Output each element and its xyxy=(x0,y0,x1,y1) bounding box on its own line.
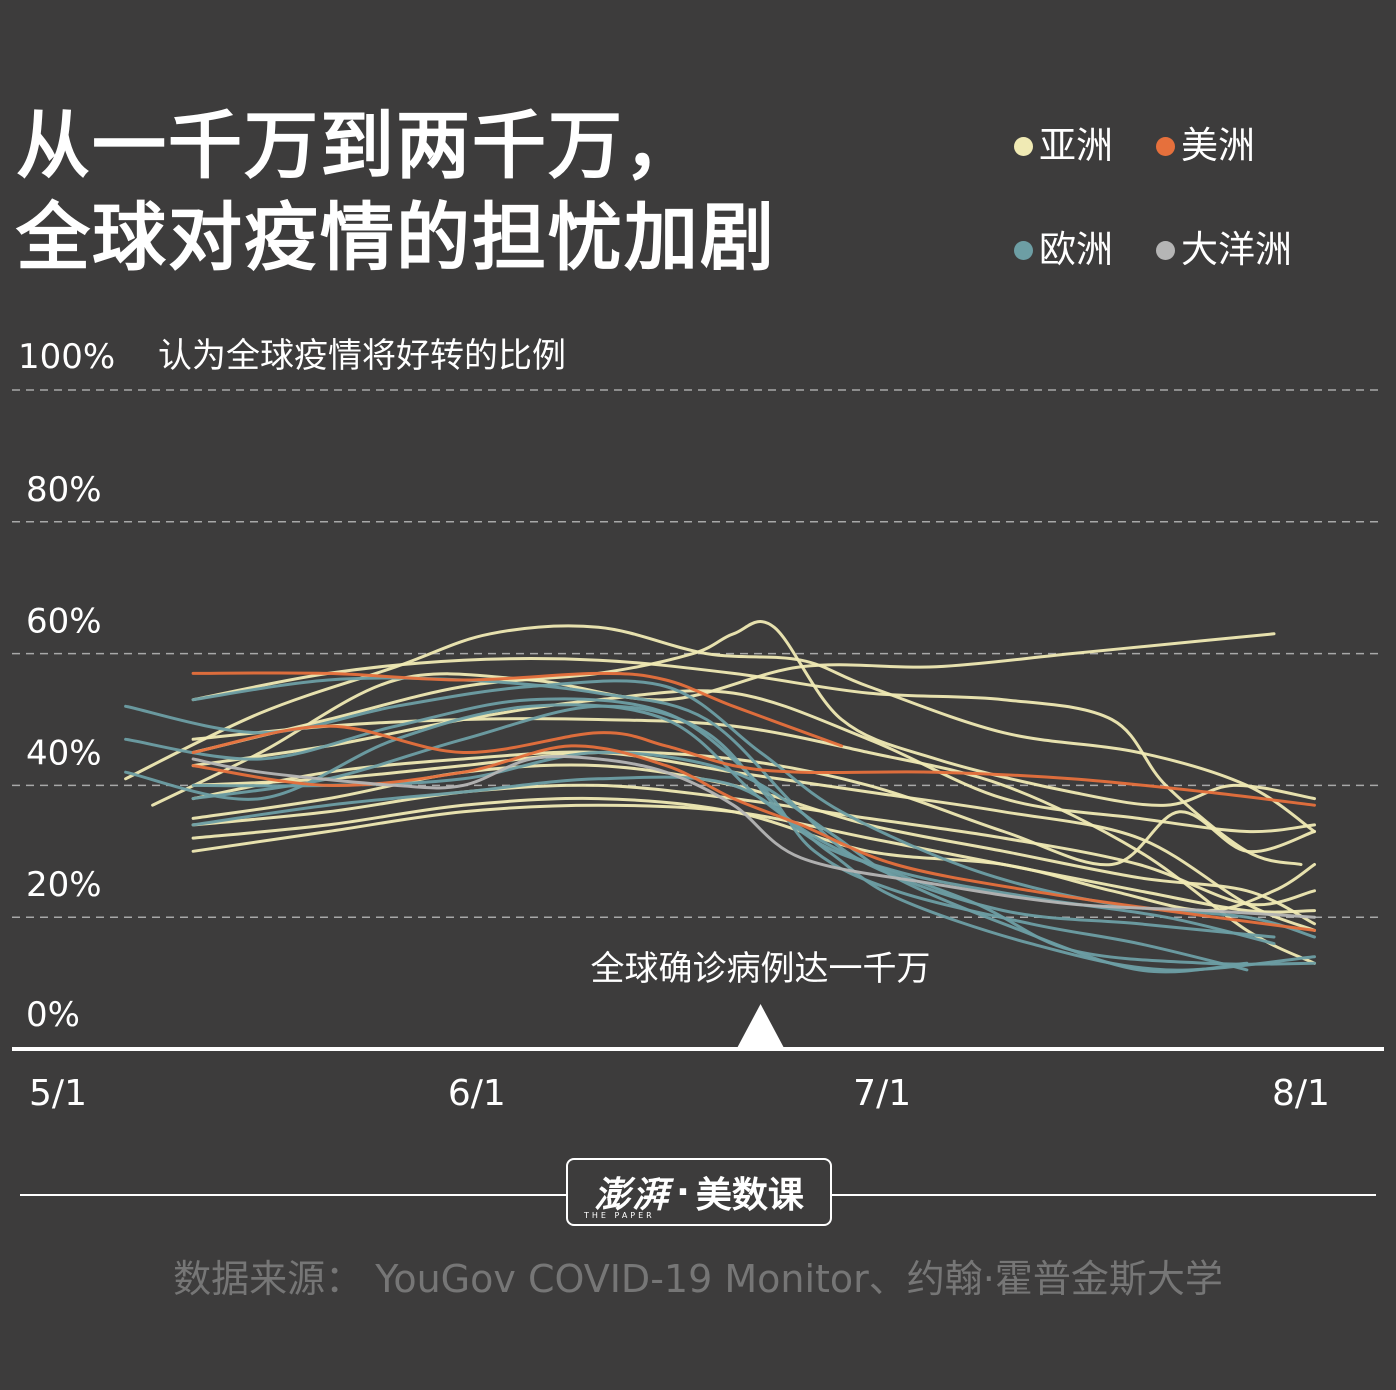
logo-sub: THE PAPER xyxy=(584,1211,655,1220)
footer-divider-left xyxy=(20,1194,566,1196)
title-line-1: 从一千万到两千万， xyxy=(16,100,776,192)
y-axis-labels: 100% 80% 60% 40% 20% 0% xyxy=(18,337,115,1035)
gridlines xyxy=(12,390,1384,917)
series-line xyxy=(126,699,1247,970)
legend-item-oceania: 大洋洲 xyxy=(1156,230,1292,270)
legend-dot-europe xyxy=(1014,241,1033,260)
legend-item-americas: 美洲 xyxy=(1156,126,1255,166)
annotation-label: 全球确诊病例达一千万 xyxy=(591,949,931,989)
x-axis-labels: 5/1 6/1 7/1 8/1 xyxy=(29,1073,1330,1114)
x-tick-label: 6/1 xyxy=(448,1073,506,1114)
y-tick-label: 0% xyxy=(26,995,80,1035)
chart-title-main: 从一千万到两千万， 全球对疫情的担忧加剧 xyxy=(16,100,776,284)
x-tick-label: 7/1 xyxy=(853,1073,911,1114)
logo-name: 美数课 xyxy=(696,1166,804,1218)
legend-item-asia: 亚洲 xyxy=(1014,126,1113,166)
y-tick-label: 20% xyxy=(26,865,102,905)
legend-dot-asia xyxy=(1014,137,1033,156)
legend-label-oceania: 大洋洲 xyxy=(1181,230,1292,270)
y-tick-label: 40% xyxy=(26,733,102,773)
line-chart: 100% 80% 60% 40% 20% 0% 全球确诊病例达一千万 5/1 6/1 7/1 8… xyxy=(0,320,1396,1140)
brand-logo: 澎湃 · 美数课 THE PAPER xyxy=(566,1158,832,1226)
legend-item-europe: 欧洲 xyxy=(1014,230,1113,270)
series-lines xyxy=(126,622,1315,972)
annotation-marker xyxy=(737,1004,785,1049)
y-tick-label: 100% xyxy=(18,337,115,377)
legend-label-europe: 欧洲 xyxy=(1039,230,1113,270)
data-source: 数据来源： YouGov COVID-19 Monitor、约翰·霍普金斯大学 xyxy=(0,1248,1396,1303)
legend-label-asia: 亚洲 xyxy=(1039,126,1113,166)
legend-dot-oceania xyxy=(1156,241,1175,260)
x-tick-label: 5/1 xyxy=(29,1073,87,1114)
y-tick-label: 80% xyxy=(26,470,102,510)
y-tick-label: 60% xyxy=(26,602,102,642)
x-tick-label: 8/1 xyxy=(1272,1073,1330,1114)
legend-dot-americas xyxy=(1156,137,1175,156)
title-line-2: 全球对疫情的担忧加剧 xyxy=(16,192,776,284)
legend-label-americas: 美洲 xyxy=(1181,126,1255,166)
series-line xyxy=(193,785,1314,905)
footer-divider-right xyxy=(832,1194,1376,1196)
logo-separator: · xyxy=(676,1172,690,1213)
